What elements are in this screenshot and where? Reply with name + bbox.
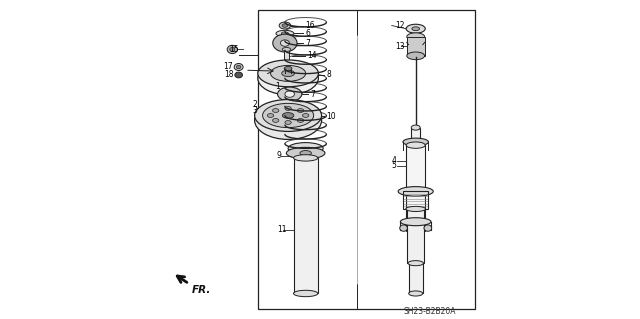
Ellipse shape — [412, 125, 420, 130]
Bar — [408, 209, 424, 263]
Ellipse shape — [285, 121, 291, 124]
Ellipse shape — [408, 261, 424, 266]
Ellipse shape — [282, 60, 291, 64]
Ellipse shape — [424, 225, 431, 231]
Ellipse shape — [282, 48, 291, 51]
Ellipse shape — [230, 47, 235, 52]
Ellipse shape — [236, 65, 241, 69]
Text: 4: 4 — [392, 156, 397, 165]
Text: 10: 10 — [326, 112, 336, 121]
Text: 16: 16 — [306, 21, 316, 30]
Ellipse shape — [268, 114, 274, 117]
Text: 18: 18 — [224, 70, 233, 79]
Ellipse shape — [258, 60, 319, 87]
Text: 7: 7 — [306, 39, 310, 48]
Ellipse shape — [407, 52, 424, 60]
Text: 1: 1 — [275, 82, 280, 91]
Text: 14: 14 — [307, 51, 317, 60]
Text: 7: 7 — [310, 90, 316, 99]
Ellipse shape — [285, 91, 294, 97]
Ellipse shape — [288, 143, 323, 154]
Ellipse shape — [273, 34, 297, 52]
Ellipse shape — [412, 27, 420, 31]
Ellipse shape — [282, 70, 294, 77]
Ellipse shape — [294, 290, 318, 297]
Bar — [403, 191, 428, 209]
Ellipse shape — [406, 24, 425, 33]
Ellipse shape — [278, 87, 302, 101]
Bar — [412, 128, 420, 142]
Text: 8: 8 — [326, 70, 331, 79]
Ellipse shape — [255, 100, 321, 131]
Ellipse shape — [235, 72, 243, 78]
Ellipse shape — [227, 45, 237, 54]
Ellipse shape — [234, 63, 243, 70]
Text: 6: 6 — [306, 29, 310, 38]
Bar — [407, 37, 424, 56]
Ellipse shape — [409, 291, 422, 296]
Text: SH23-B2B20A: SH23-B2B20A — [404, 307, 456, 315]
Ellipse shape — [298, 119, 304, 122]
Bar — [284, 49, 289, 62]
Ellipse shape — [279, 22, 291, 29]
Text: 5: 5 — [392, 161, 397, 170]
Ellipse shape — [285, 107, 291, 110]
Ellipse shape — [298, 108, 304, 112]
Bar — [258, 10, 475, 309]
Text: 12: 12 — [395, 21, 404, 30]
Ellipse shape — [407, 33, 424, 41]
Ellipse shape — [300, 151, 312, 156]
Ellipse shape — [400, 225, 408, 231]
Ellipse shape — [282, 24, 288, 27]
Ellipse shape — [255, 101, 321, 139]
Bar — [294, 158, 318, 293]
Ellipse shape — [406, 142, 425, 148]
Ellipse shape — [401, 218, 431, 226]
Ellipse shape — [286, 147, 325, 159]
Ellipse shape — [398, 187, 433, 196]
Ellipse shape — [273, 108, 279, 112]
Text: 13: 13 — [395, 42, 404, 51]
Bar — [406, 145, 425, 231]
Text: 9: 9 — [277, 151, 282, 160]
Ellipse shape — [403, 138, 428, 146]
Ellipse shape — [303, 114, 309, 117]
Text: 11: 11 — [277, 225, 287, 234]
Ellipse shape — [276, 30, 294, 37]
Ellipse shape — [262, 103, 314, 128]
Text: FR.: FR. — [191, 285, 211, 295]
Text: 17: 17 — [223, 63, 233, 71]
Text: 3: 3 — [252, 106, 257, 115]
Ellipse shape — [280, 40, 289, 46]
Ellipse shape — [271, 65, 306, 81]
Ellipse shape — [258, 62, 319, 95]
Text: 2: 2 — [252, 100, 257, 109]
Ellipse shape — [284, 66, 292, 71]
Ellipse shape — [294, 155, 318, 161]
Ellipse shape — [273, 119, 279, 122]
Ellipse shape — [406, 206, 426, 211]
Text: 15: 15 — [229, 45, 239, 54]
Ellipse shape — [282, 113, 294, 118]
Bar — [409, 263, 422, 293]
Ellipse shape — [282, 32, 289, 35]
